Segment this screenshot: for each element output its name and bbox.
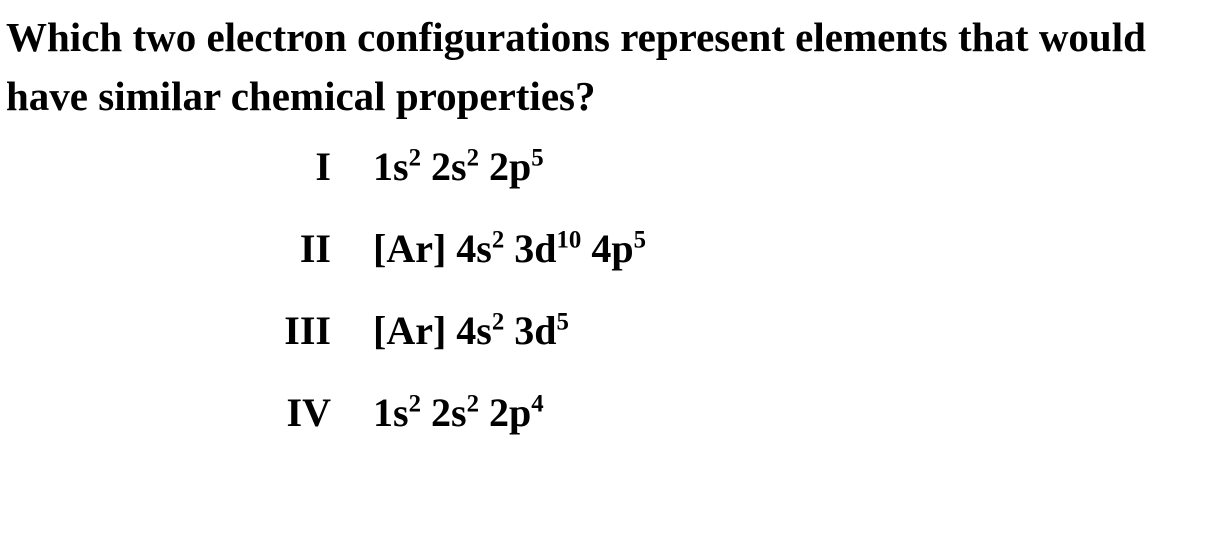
option-IV: IV 1s2 2s2 2p4 — [236, 393, 1222, 433]
option-I: I 1s2 2s2 2p5 — [236, 147, 1222, 187]
option-III: III [Ar] 4s2 3d5 — [236, 311, 1222, 351]
question-block: Which two electron configurations repres… — [0, 0, 1228, 433]
options-list: I 1s2 2s2 2p5 II [Ar] 4s2 3d10 4p5 III [… — [236, 147, 1222, 433]
option-config: 1s2 2s2 2p5 — [373, 147, 544, 187]
option-roman: II — [236, 229, 331, 269]
option-roman: III — [236, 311, 331, 351]
option-config: [Ar] 4s2 3d5 — [373, 311, 569, 351]
option-roman: IV — [236, 393, 331, 433]
option-roman: I — [236, 147, 331, 187]
option-II: II [Ar] 4s2 3d10 4p5 — [236, 229, 1222, 269]
option-config: [Ar] 4s2 3d10 4p5 — [373, 229, 646, 269]
question-text: Which two electron configurations repres… — [6, 8, 1222, 127]
option-config: 1s2 2s2 2p4 — [373, 393, 544, 433]
